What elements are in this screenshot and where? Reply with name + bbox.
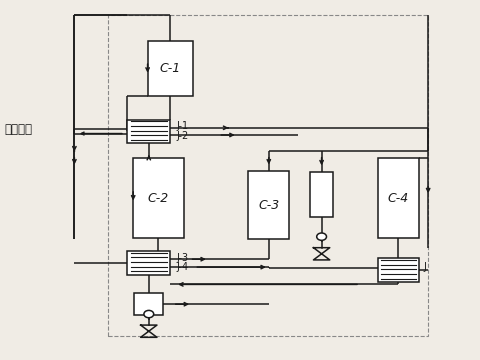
Text: J-1: J-1 xyxy=(176,121,188,131)
Bar xyxy=(108,15,428,336)
Text: C-2: C-2 xyxy=(148,192,169,204)
Bar xyxy=(134,293,163,315)
Bar xyxy=(378,158,419,238)
Text: 甲醇和水: 甲醇和水 xyxy=(5,123,33,136)
Bar xyxy=(148,40,193,96)
Bar xyxy=(127,251,170,275)
Text: J-4: J-4 xyxy=(176,262,188,272)
Text: J-2: J-2 xyxy=(176,131,189,141)
Text: J: J xyxy=(423,262,426,272)
Circle shape xyxy=(317,233,326,240)
Text: J-3: J-3 xyxy=(176,253,188,263)
Text: C-3: C-3 xyxy=(258,199,279,212)
Bar xyxy=(133,158,184,238)
Bar xyxy=(127,120,170,143)
Bar xyxy=(378,258,419,282)
Text: C-1: C-1 xyxy=(160,62,181,75)
Text: C-4: C-4 xyxy=(388,192,409,204)
Bar xyxy=(249,171,289,239)
Circle shape xyxy=(144,310,154,318)
Bar xyxy=(310,172,333,217)
